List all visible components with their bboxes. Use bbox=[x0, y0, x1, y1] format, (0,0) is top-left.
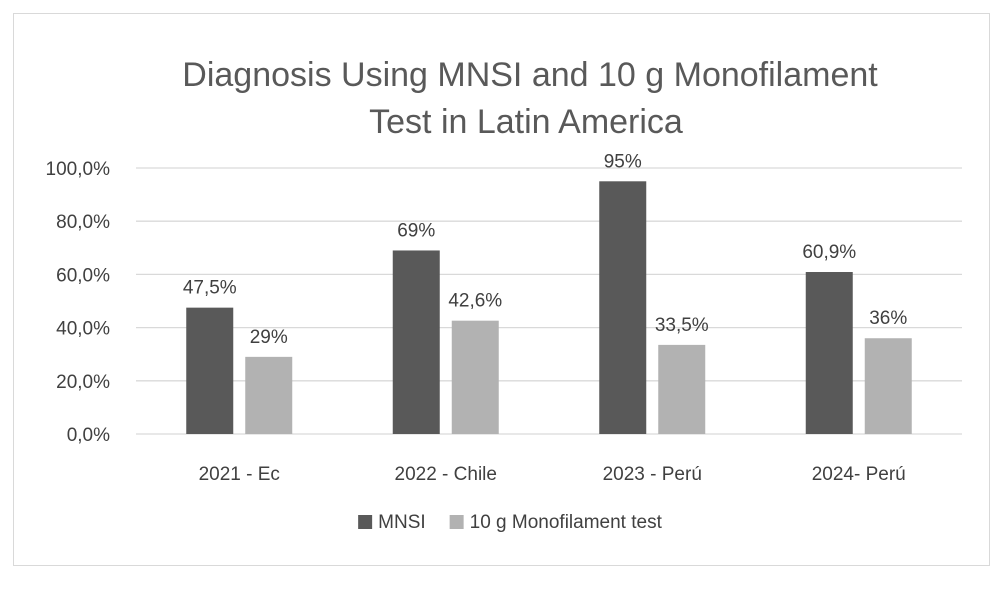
y-tick-label: 80,0% bbox=[56, 212, 110, 233]
bar-monofilament bbox=[658, 344, 706, 434]
legend-swatch-monofilament bbox=[449, 515, 464, 529]
y-axis-tick-labels: 0,0% 20,0% 40,0% 60,0% 80,0% 100,0% bbox=[46, 159, 111, 446]
data-label: 29% bbox=[250, 327, 288, 348]
chart-title-line-1: Diagnosis Using MNSI and 10 g Monofilame… bbox=[182, 56, 878, 94]
data-label: 95% bbox=[604, 151, 642, 172]
y-tick-label: 0,0% bbox=[67, 425, 110, 446]
legend-label-mnsi: MNSI bbox=[378, 512, 426, 533]
bar-mnsi bbox=[392, 250, 440, 434]
data-label: 60,9% bbox=[802, 242, 856, 263]
x-category-label: 2021 - Ec bbox=[199, 464, 280, 485]
bar-mnsi bbox=[599, 181, 647, 434]
legend-label-monofilament: 10 g Monofilament test bbox=[470, 512, 663, 533]
y-tick-label: 100,0% bbox=[46, 159, 111, 180]
bar-monofilament bbox=[451, 320, 499, 434]
bar-mnsi bbox=[805, 272, 853, 434]
data-labels: 47,5% 29% 69% 42,6% 95% 33,5% 60,9% 36% bbox=[183, 151, 908, 348]
y-tick-label: 40,0% bbox=[56, 319, 110, 340]
x-category-label: 2022 - Chile bbox=[395, 464, 497, 485]
chart-title-line-2: Test in Latin America bbox=[369, 103, 683, 141]
y-tick-label: 20,0% bbox=[56, 372, 110, 393]
data-label: 42,6% bbox=[448, 291, 502, 312]
chart-title: Diagnosis Using MNSI and 10 g Monofilame… bbox=[182, 56, 878, 141]
bars bbox=[186, 181, 912, 434]
x-category-label: 2023 - Perú bbox=[603, 464, 702, 485]
data-label: 69% bbox=[397, 220, 435, 241]
x-axis-category-labels: 2021 - Ec 2022 - Chile 2023 - Perú 2024- Pe… bbox=[199, 464, 906, 485]
data-label: 36% bbox=[869, 308, 907, 329]
data-label: 47,5% bbox=[183, 278, 237, 299]
bar-monofilament bbox=[864, 338, 912, 434]
legend-swatch-mnsi bbox=[358, 515, 373, 529]
bar-monofilament bbox=[245, 356, 293, 434]
legend: MNSI 10 g Monofilament test bbox=[358, 512, 663, 533]
y-tick-label: 60,0% bbox=[56, 265, 110, 286]
x-category-label: 2024- Perú bbox=[812, 464, 906, 485]
bar-mnsi bbox=[186, 307, 234, 434]
data-label: 33,5% bbox=[655, 315, 709, 336]
